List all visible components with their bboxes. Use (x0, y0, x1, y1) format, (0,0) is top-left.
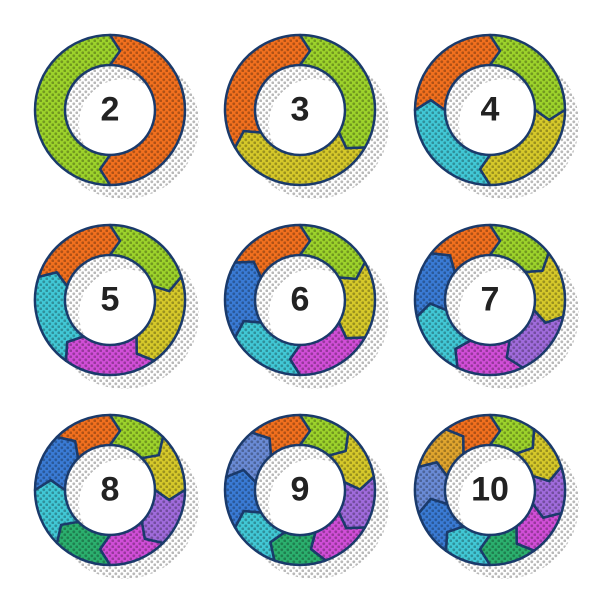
ring-cell-8: 8 (15, 395, 205, 585)
ring-cell-4: 4 (395, 15, 585, 205)
ring-center-number: 8 (101, 471, 120, 510)
ring-segment (446, 526, 490, 565)
arrow-ring: 4 (410, 30, 570, 190)
ring-cell-2: 2 (15, 15, 205, 205)
ring-center-number: 6 (291, 281, 310, 320)
ring-cell-6: 6 (205, 205, 395, 395)
ring-center-number: 7 (481, 281, 500, 320)
ring-center-number: 3 (291, 91, 310, 130)
ring-center-number: 10 (471, 471, 509, 510)
ring-center-number: 5 (101, 281, 120, 320)
arrow-ring: 3 (220, 30, 380, 190)
ring-cell-10: 10 (395, 395, 585, 585)
ring-cell-3: 3 (205, 15, 395, 205)
arrow-ring: 6 (220, 220, 380, 380)
ring-cell-9: 9 (205, 395, 395, 585)
ring-center-number: 4 (481, 91, 500, 130)
ring-cell-5: 5 (15, 205, 205, 395)
arrow-ring: 8 (30, 410, 190, 570)
ring-center-number: 2 (101, 91, 120, 130)
ring-cell-7: 7 (395, 205, 585, 395)
arrow-ring: 9 (220, 410, 380, 570)
ring-center-number: 9 (291, 471, 310, 510)
arrow-ring: 10 (410, 410, 570, 570)
arrow-ring: 7 (410, 220, 570, 380)
ring-grid: 2 3 4 5 6 7 8 9 10 (0, 0, 600, 600)
arrow-ring: 5 (30, 220, 190, 380)
ring-segment (57, 522, 110, 565)
ring-segment (300, 35, 375, 148)
arrow-ring: 2 (30, 30, 190, 190)
